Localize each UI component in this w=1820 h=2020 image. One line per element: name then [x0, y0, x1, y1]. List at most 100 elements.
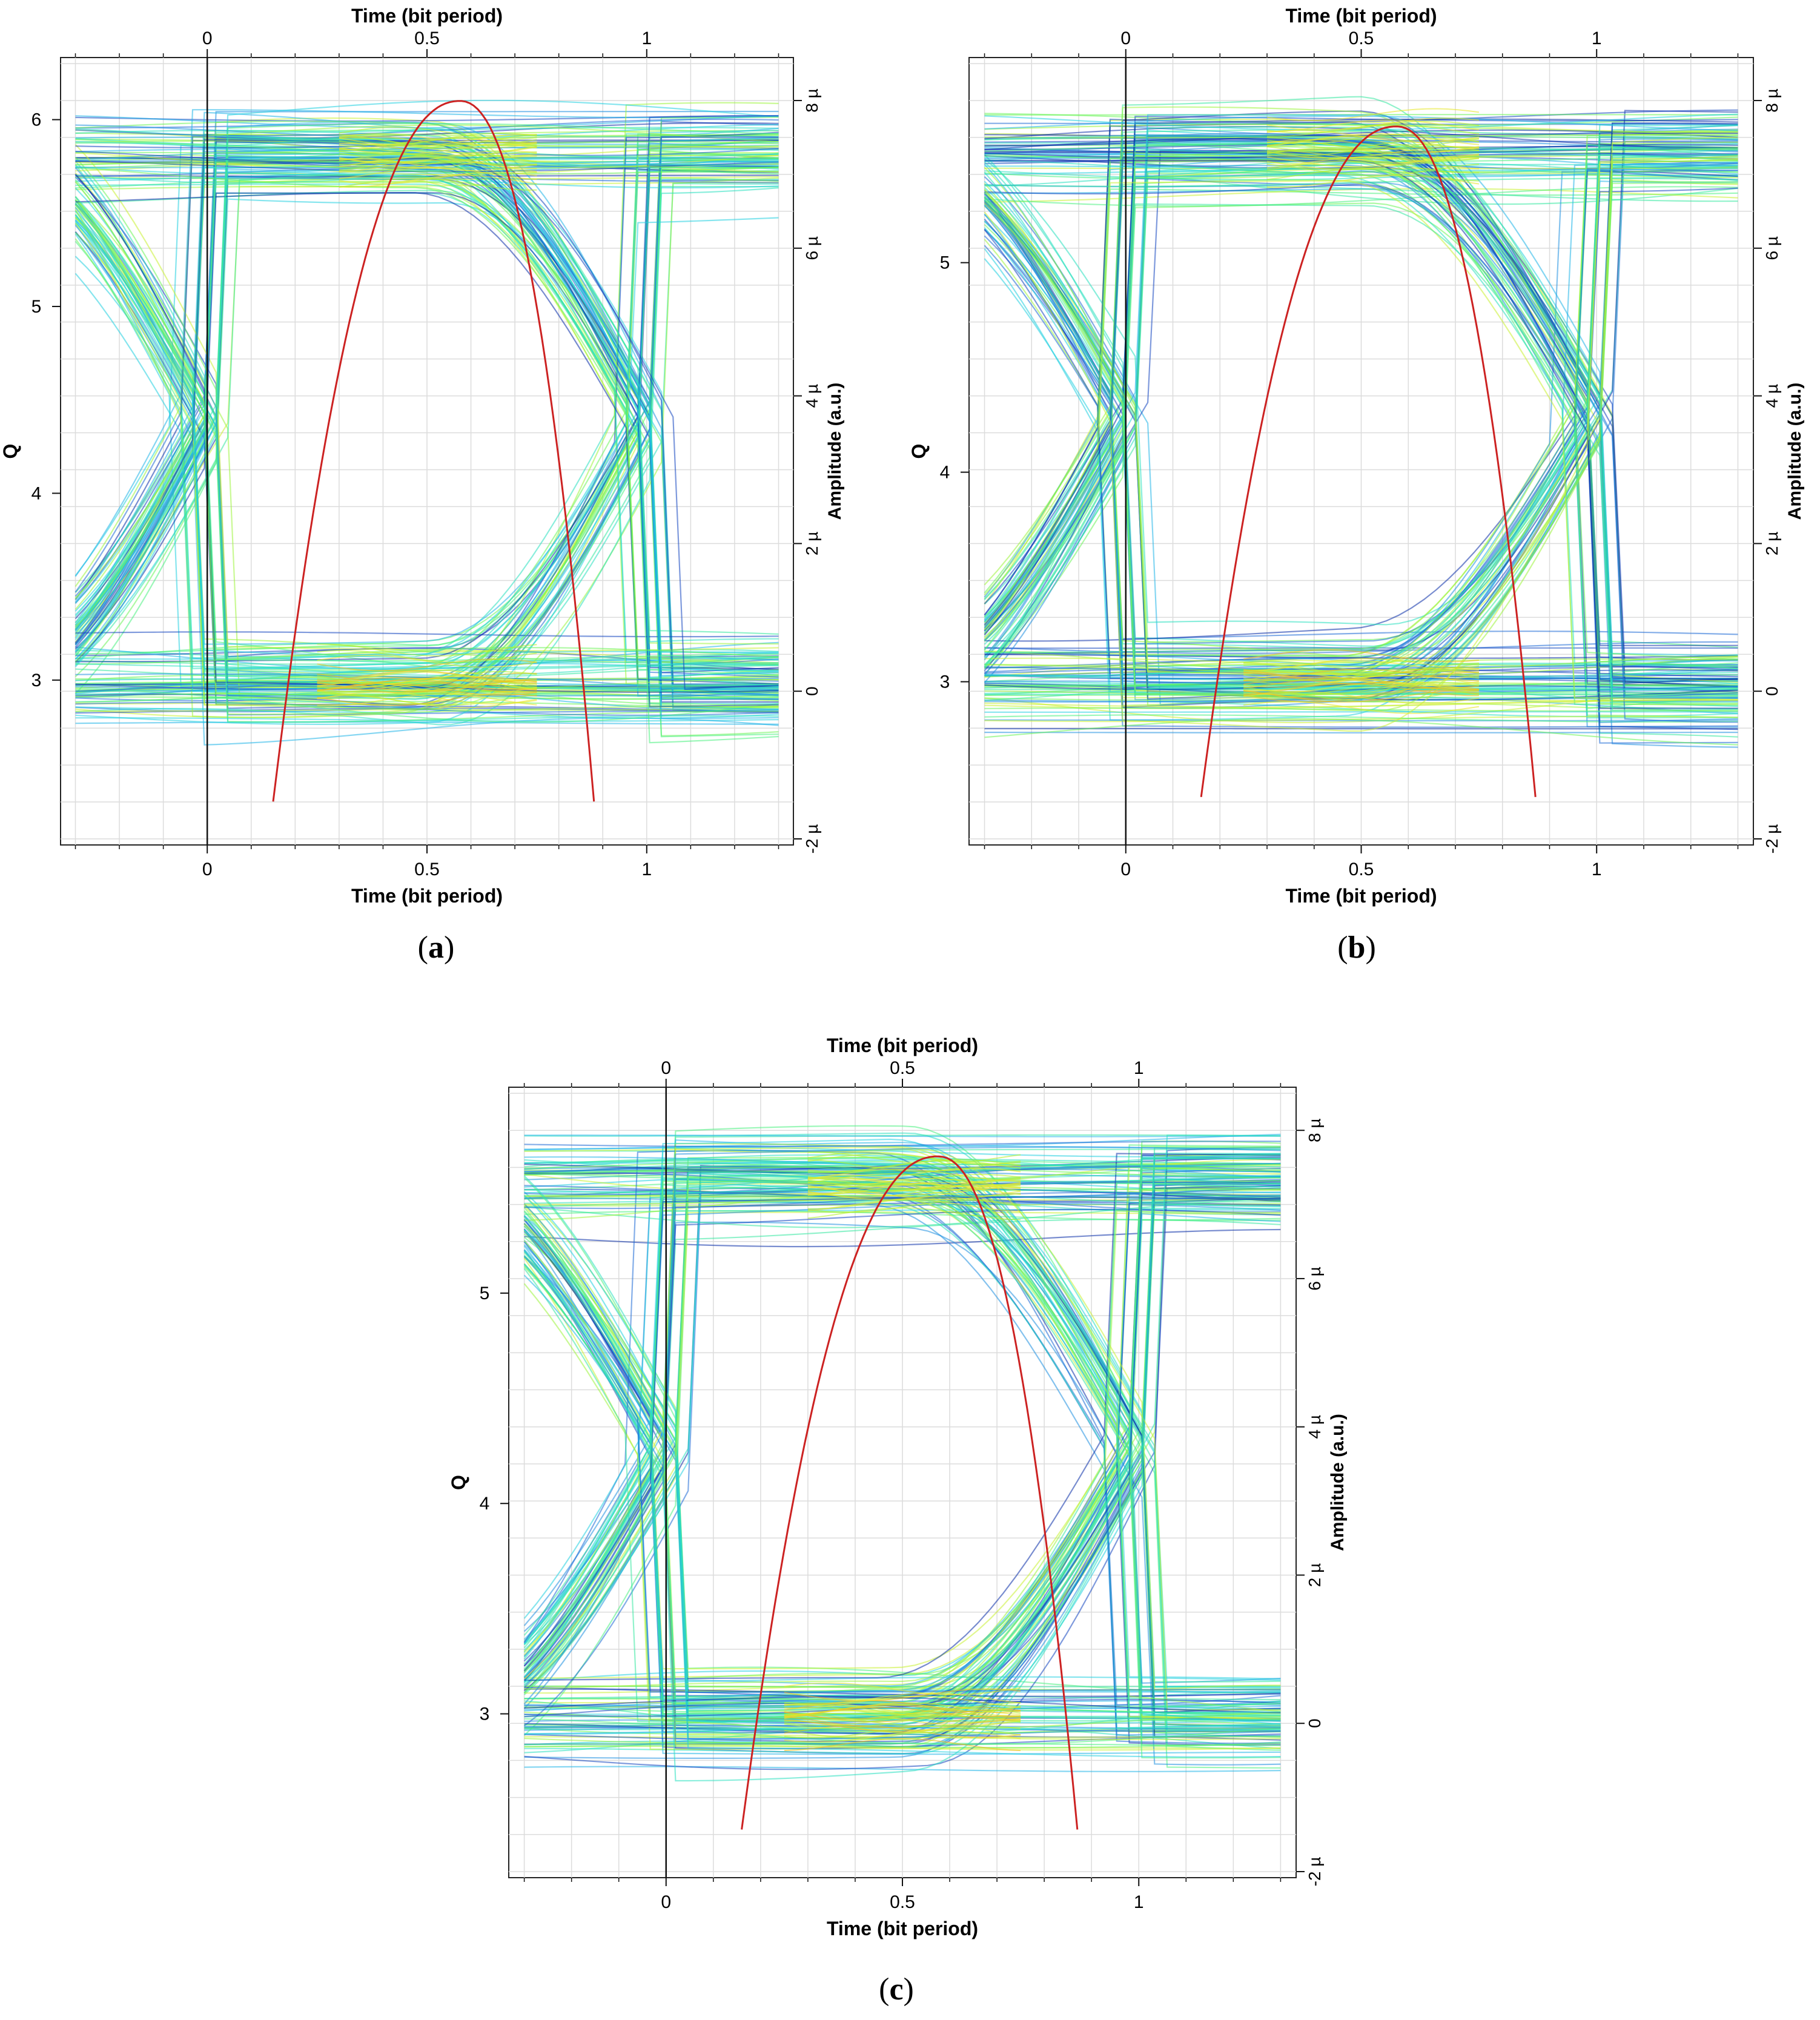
hot-trace [1243, 660, 1480, 674]
eye-trace [74, 180, 779, 696]
eye-trace [75, 662, 779, 670]
y-right-tick-label: -2 µ [1762, 824, 1781, 854]
axes: 0 0 0.5 0.5 1 1 3 4 5 -2 µ 0 2 µ 4 µ 6 µ 8 µ [940, 28, 1781, 879]
hot-trace [317, 691, 537, 705]
y-left-axis-title: Q [908, 444, 930, 459]
hot-trace [1243, 671, 1480, 684]
hot-trace [339, 155, 537, 169]
hot-trace [1243, 689, 1479, 703]
x-top-tick-label: 1 [641, 28, 652, 48]
y-right-tick-label: 8 µ [802, 88, 821, 112]
hot-trace [807, 1199, 1021, 1213]
hot-trace [1266, 137, 1480, 150]
hot-trace [317, 693, 537, 707]
hot-trace [339, 133, 537, 147]
hot-trace [339, 132, 537, 146]
hot-trace [317, 649, 537, 663]
hot-trace [1243, 668, 1479, 682]
eye-trace [74, 153, 779, 656]
x-top-tick-label: 0.5 [1349, 28, 1374, 48]
hot-trace [784, 1712, 1021, 1726]
caption-c-letter: c [889, 1972, 904, 2007]
hot-trace [784, 1695, 1021, 1709]
hot-trace [784, 1729, 1021, 1743]
hot-trace [784, 1725, 1021, 1739]
x-bottom-tick-label: 0 [661, 1892, 671, 1912]
q-factor-curve [272, 100, 595, 802]
hot-trace [1266, 144, 1480, 157]
eye-trace [523, 1196, 1281, 1672]
eye-trace [984, 715, 1738, 723]
hot-trace [784, 1713, 1021, 1726]
hot-trace [317, 654, 537, 668]
hot-trace [1266, 108, 1480, 122]
hot-trace [1243, 701, 1480, 714]
x-bottom-axis-title: Time (bit period) [1285, 885, 1437, 907]
hot-trace [339, 160, 537, 173]
eye-trace [523, 1146, 1281, 1705]
eye-trace [524, 1134, 1281, 1137]
x-bottom-axis-title: Time (bit period) [827, 1918, 978, 1939]
axes: 0 0 0.5 0.5 1 1 3 4 5 -2 µ 0 2 µ 4 µ 6 µ 8 µ [480, 1058, 1324, 1912]
x-bottom-tick-label: 0.5 [1349, 859, 1374, 879]
hot-trace [317, 695, 537, 709]
caption-a: (a) [417, 930, 455, 965]
eye-trace [75, 118, 779, 137]
hot-trace [784, 1688, 1021, 1702]
y-left-tick-label: 5 [31, 297, 42, 317]
y-right-tick-label: 8 µ [1762, 88, 1781, 112]
y-left-tick-label: 5 [480, 1283, 490, 1303]
x-top-axis-title: Time (bit period) [827, 1035, 978, 1056]
hot-trace [339, 174, 537, 188]
hot-trace [1243, 671, 1479, 684]
eye-trace [75, 115, 779, 129]
eye-trace [984, 732, 1738, 733]
eye-trace [523, 1150, 1281, 1744]
hot-trace [317, 677, 537, 691]
eye-trace [524, 1698, 1281, 1717]
caption-b: (b) [1337, 930, 1376, 965]
hot-trace [317, 679, 537, 693]
x-top-tick-label: 0 [1120, 28, 1131, 48]
hot-trace [807, 1173, 1021, 1187]
hot-trace [784, 1715, 1021, 1729]
y-left-tick-label: 4 [940, 463, 950, 483]
hot-trace [1266, 152, 1480, 165]
eye-trace [75, 167, 779, 681]
axes: 0 0 0.5 0.5 1 1 3 4 5 6 -2 µ 0 2 µ 4 µ 6 µ 8 µ [31, 28, 821, 879]
hot-trace [317, 681, 537, 695]
eye-diagram-svg-a: 0 0 0.5 0.5 1 1 3 4 5 6 -2 µ 0 2 µ 4 µ 6 µ 8 µ Time (bit… [0, 5, 845, 907]
x-top-tick-label: 1 [1134, 1058, 1144, 1078]
hot-trace [784, 1714, 1021, 1727]
hot-trace [1266, 160, 1479, 174]
hot-trace [784, 1709, 1021, 1723]
x-top-tick-label: 0 [661, 1058, 671, 1078]
hot-trace [317, 671, 537, 684]
y-right-tick-label: 0 [1305, 1718, 1324, 1728]
x-bottom-axis-title: Time (bit period) [351, 885, 503, 907]
caption-a-letter: a [428, 930, 444, 965]
density-hot-bands [1243, 108, 1480, 714]
hot-trace [1266, 121, 1480, 134]
y-left-tick-label: 3 [940, 672, 950, 692]
eye-trace [75, 631, 779, 638]
y-right-tick-label: -2 µ [802, 824, 821, 854]
y-right-tick-label: 6 µ [1762, 236, 1781, 260]
x-top-tick-label: 1 [1592, 28, 1602, 48]
hot-trace [807, 1159, 1021, 1173]
eye-trace [984, 192, 1738, 694]
eye-trace [74, 122, 779, 655]
hot-trace [339, 136, 537, 149]
hot-trace [339, 153, 537, 167]
eye-trace [524, 1181, 1281, 1195]
x-bottom-tick-label: 0 [202, 859, 213, 879]
y-left-tick-label: 4 [31, 483, 42, 503]
eye-trace [524, 1162, 1281, 1737]
hot-trace [1243, 649, 1479, 663]
eye-diagram-svg-b: 0 0 0.5 0.5 1 1 3 4 5 -2 µ 0 2 µ 4 µ 6 µ 8 µ Time (bit … [908, 5, 1805, 907]
x-top-tick-label: 0 [202, 28, 213, 48]
hot-trace [1266, 130, 1480, 143]
hot-trace [807, 1168, 1021, 1182]
x-top-tick-label: 0.5 [414, 28, 440, 48]
hot-trace [807, 1177, 1021, 1191]
